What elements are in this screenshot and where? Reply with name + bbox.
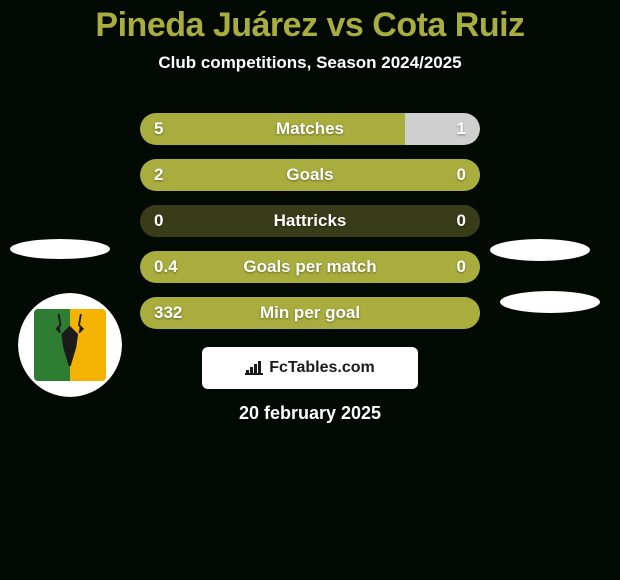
stat-row: 51Matches	[140, 113, 480, 145]
stat-label: Min per goal	[140, 297, 480, 329]
fctables-badge: FcTables.com	[202, 347, 418, 389]
stat-row: 0.40Goals per match	[140, 251, 480, 283]
left-player-avatar-placeholder	[10, 239, 110, 259]
comparison-card: Pineda Juárez vs Cota Ruiz Club competit…	[0, 0, 620, 580]
left-player-club-badge: VENADOS F.C.	[18, 293, 122, 397]
stat-row: 00Hattricks	[140, 205, 480, 237]
chart-icon	[245, 361, 263, 375]
right-player-avatar-placeholder-1	[490, 239, 590, 261]
stat-row: 332Min per goal	[140, 297, 480, 329]
stat-label: Hattricks	[140, 205, 480, 237]
fctables-label: FcTables.com	[269, 359, 375, 377]
subtitle: Club competitions, Season 2024/2025	[0, 53, 620, 73]
stat-label: Goals per match	[140, 251, 480, 283]
stats-area: VENADOS F.C. 51Matches 20Goals 00Hattricks…	[0, 113, 620, 424]
stat-label: Goals	[140, 159, 480, 191]
stat-rows: 51Matches 20Goals 00Hattricks 0.40Goals per…	[140, 113, 480, 329]
footer-date: 20 february 2025	[0, 403, 620, 424]
club-badge-label: VENADOS F.C.	[18, 299, 122, 308]
deer-icon	[51, 314, 88, 366]
stat-label: Matches	[140, 113, 480, 145]
stat-row: 20Goals	[140, 159, 480, 191]
page-title: Pineda Juárez vs Cota Ruiz	[0, 0, 620, 45]
right-player-avatar-placeholder-2	[500, 291, 600, 313]
